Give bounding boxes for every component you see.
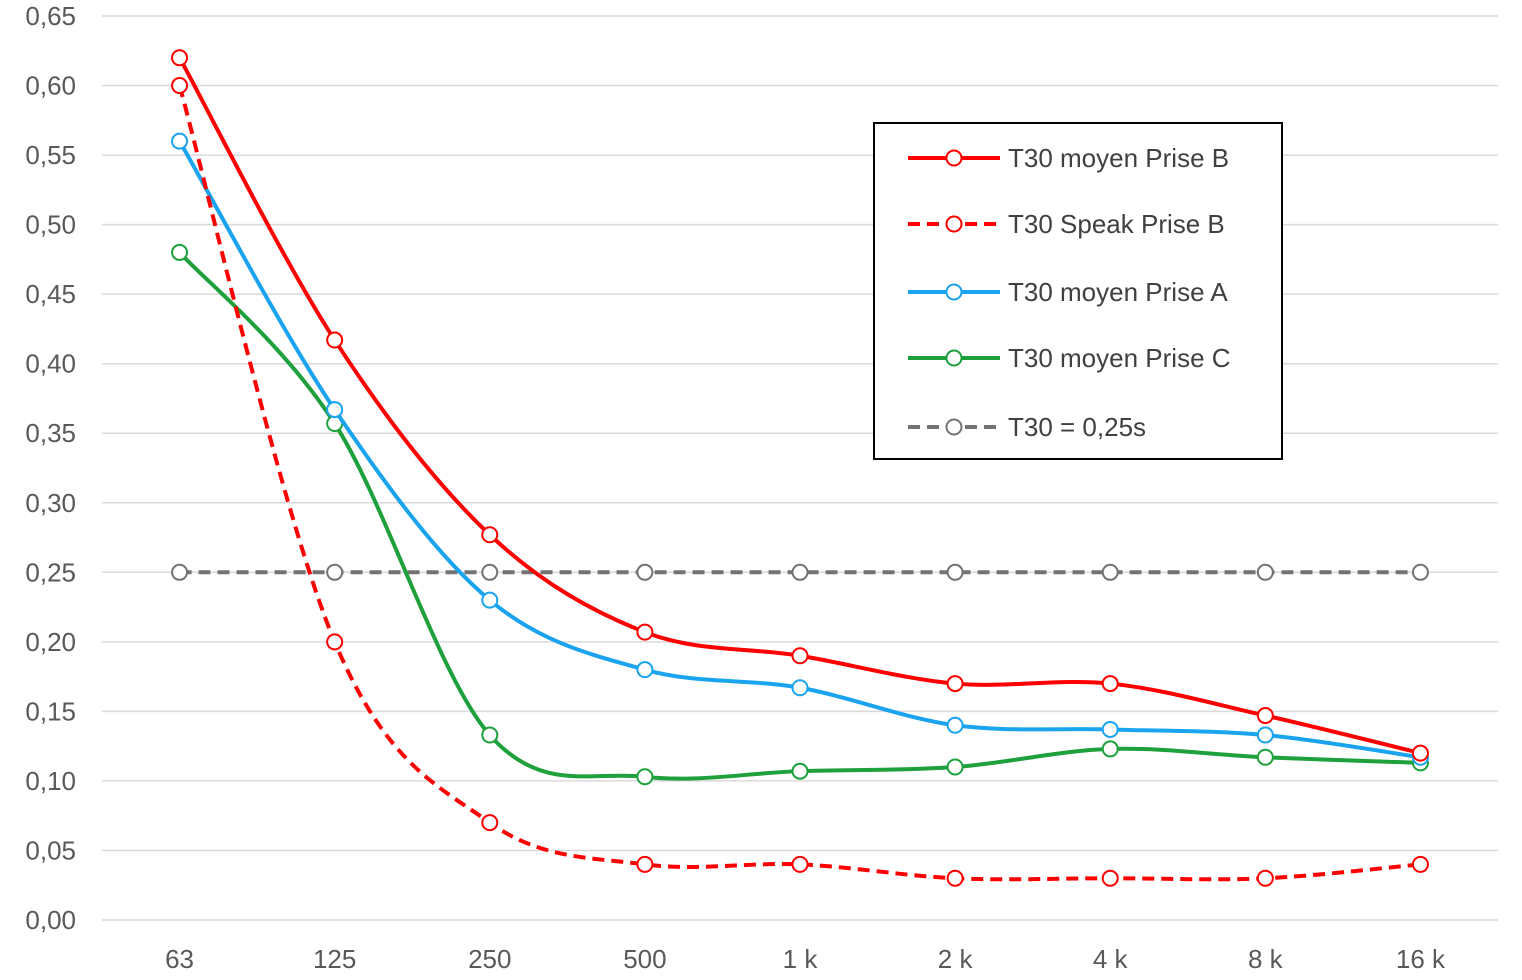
data-point bbox=[791, 679, 809, 697]
data-point bbox=[171, 132, 189, 150]
y-tick-label: 0,65 bbox=[25, 1, 76, 31]
x-tick-label: 250 bbox=[468, 944, 511, 974]
data-point bbox=[636, 623, 654, 641]
x-tick-label: 16 k bbox=[1396, 944, 1446, 974]
series-line bbox=[177, 140, 1421, 760]
y-tick-label: 0,30 bbox=[25, 488, 76, 518]
data-point bbox=[1256, 563, 1274, 581]
data-point bbox=[171, 77, 189, 95]
series-line bbox=[177, 85, 1421, 882]
data-point bbox=[946, 758, 964, 776]
x-tick-label: 4 k bbox=[1093, 944, 1129, 974]
data-point bbox=[1411, 563, 1429, 581]
grid bbox=[102, 15, 1498, 921]
y-tick-label: 0,55 bbox=[25, 140, 76, 170]
data-point bbox=[481, 726, 499, 744]
legend-marker bbox=[945, 418, 963, 436]
data-point bbox=[636, 661, 654, 679]
data-point bbox=[326, 331, 344, 349]
x-tick-label: 2 k bbox=[938, 944, 974, 974]
data-point bbox=[481, 563, 499, 581]
data-point bbox=[1256, 726, 1274, 744]
data-point bbox=[946, 716, 964, 734]
series-0 bbox=[171, 49, 1429, 762]
x-tick-label: 1 k bbox=[783, 944, 819, 974]
y-tick-label: 0,35 bbox=[25, 418, 76, 448]
data-point bbox=[946, 563, 964, 581]
data-point bbox=[171, 49, 189, 67]
data-point bbox=[481, 814, 499, 832]
data-point bbox=[1101, 720, 1119, 738]
series-group bbox=[171, 49, 1429, 887]
legend-item: T30 moyen Prise C bbox=[908, 343, 1231, 373]
data-point bbox=[1256, 707, 1274, 725]
data-point bbox=[326, 401, 344, 419]
legend-label: T30 moyen Prise A bbox=[1008, 277, 1228, 307]
legend-item: T30 = 0,25s bbox=[908, 412, 1146, 442]
legend-label: T30 moyen Prise B bbox=[1008, 143, 1229, 173]
data-point bbox=[636, 768, 654, 786]
data-point bbox=[791, 647, 809, 665]
series-3 bbox=[171, 243, 1429, 786]
data-point bbox=[1256, 869, 1274, 887]
data-point bbox=[636, 855, 654, 873]
legend-label: T30 Speak Prise B bbox=[1008, 209, 1225, 239]
y-tick-label: 0,15 bbox=[25, 696, 76, 726]
legend-marker bbox=[945, 283, 963, 301]
data-point bbox=[481, 591, 499, 609]
series-line bbox=[177, 56, 1421, 756]
data-point bbox=[326, 563, 344, 581]
data-point bbox=[1411, 744, 1429, 762]
data-point bbox=[1411, 855, 1429, 873]
data-point bbox=[481, 526, 499, 544]
data-point bbox=[791, 563, 809, 581]
data-point bbox=[946, 675, 964, 693]
data-point bbox=[1101, 869, 1119, 887]
y-tick-label: 0,45 bbox=[25, 279, 76, 309]
legend-marker bbox=[945, 215, 963, 233]
legend-marker bbox=[945, 149, 963, 167]
x-axis-ticks: 63 125 250 500 1 k 2 k 4 k 8 k 16 k bbox=[165, 944, 1446, 974]
y-axis-ticks: 0,00 0,05 0,10 0,15 0,20 0,25 0,30 0,35 0,40 0,45… bbox=[25, 1, 76, 935]
y-tick-label: 0,40 bbox=[25, 349, 76, 379]
y-tick-label: 0,20 bbox=[25, 627, 76, 657]
series-line bbox=[178, 251, 1421, 781]
y-tick-label: 0,00 bbox=[25, 905, 76, 935]
legend-label: T30 = 0,25s bbox=[1008, 412, 1146, 442]
y-tick-label: 0,60 bbox=[25, 71, 76, 101]
legend-item: T30 moyen Prise A bbox=[908, 277, 1228, 307]
data-point bbox=[171, 563, 189, 581]
legend-marker bbox=[945, 349, 963, 367]
y-tick-label: 0,10 bbox=[25, 766, 76, 796]
data-point bbox=[1256, 748, 1274, 766]
data-point bbox=[1101, 563, 1119, 581]
y-tick-label: 0,25 bbox=[25, 557, 76, 587]
data-point bbox=[1101, 675, 1119, 693]
data-point bbox=[171, 243, 189, 261]
series-4 bbox=[171, 563, 1429, 581]
y-tick-label: 0,50 bbox=[25, 210, 76, 240]
legend-item: T30 Speak Prise B bbox=[908, 209, 1225, 239]
data-point bbox=[791, 855, 809, 873]
legend: T30 moyen Prise B T30 Speak Prise B T30 mo… bbox=[873, 122, 1283, 460]
data-point bbox=[636, 563, 654, 581]
data-point bbox=[946, 869, 964, 887]
data-point bbox=[791, 762, 809, 780]
series-1 bbox=[171, 77, 1429, 887]
x-tick-label: 63 bbox=[165, 944, 194, 974]
x-tick-label: 8 k bbox=[1248, 944, 1284, 974]
x-tick-label: 125 bbox=[313, 944, 356, 974]
data-point bbox=[326, 633, 344, 651]
x-tick-label: 500 bbox=[623, 944, 666, 974]
y-tick-label: 0,05 bbox=[25, 835, 76, 865]
data-point bbox=[1101, 740, 1119, 758]
legend-item: T30 moyen Prise B bbox=[908, 143, 1229, 173]
legend-label: T30 moyen Prise C bbox=[1008, 343, 1231, 373]
